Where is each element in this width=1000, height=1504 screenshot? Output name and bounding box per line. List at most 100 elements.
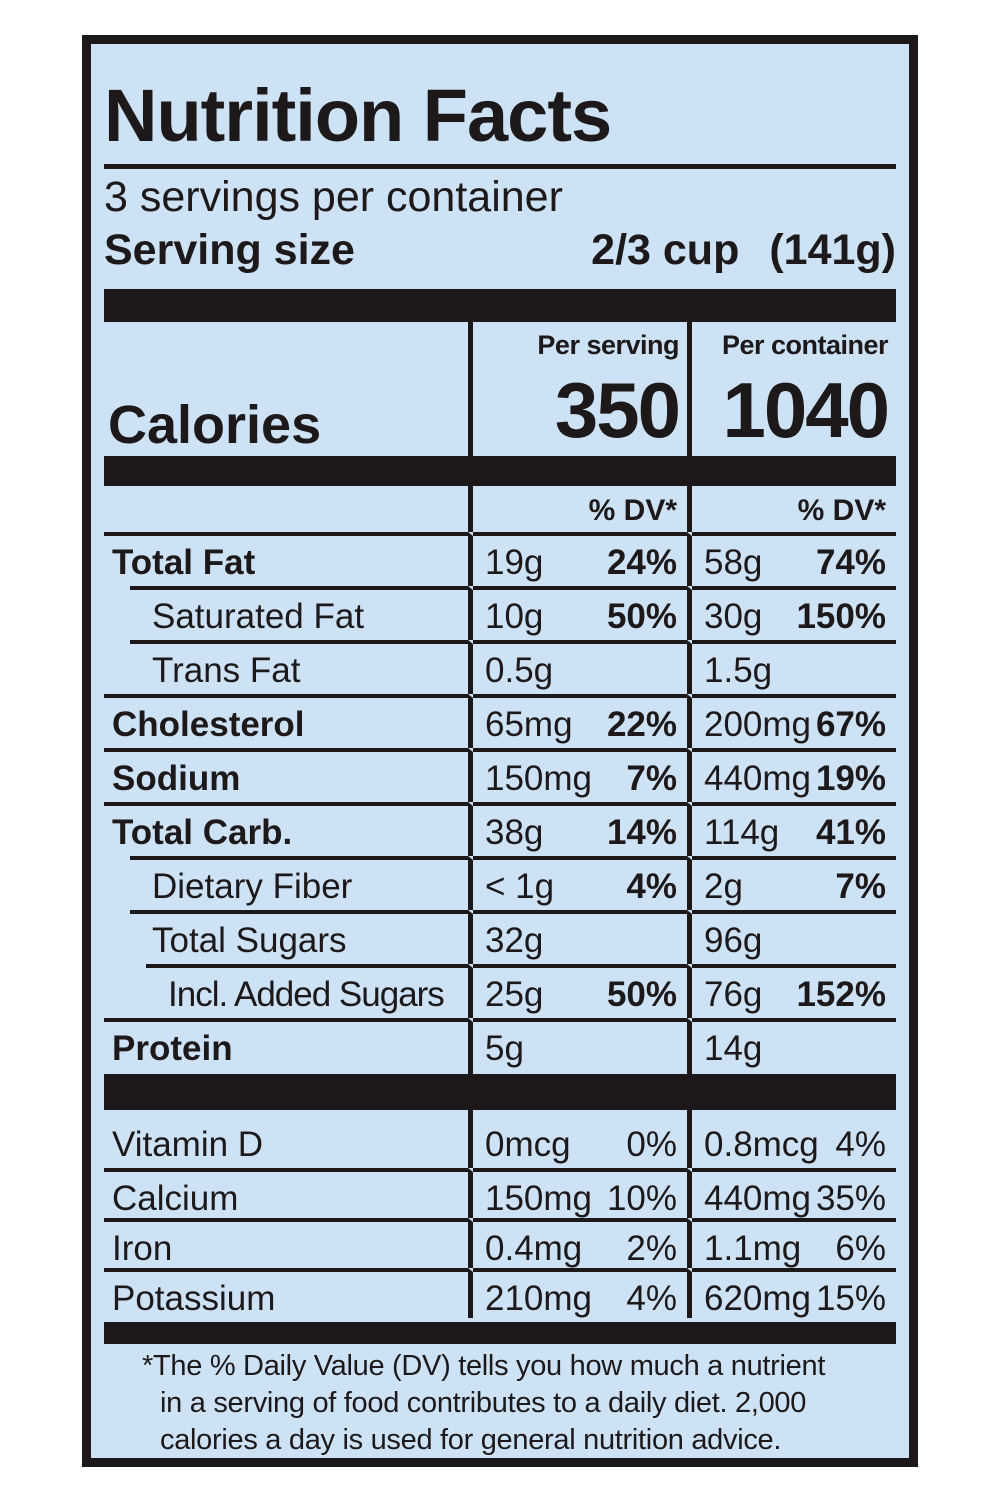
dv-header-spacer <box>104 492 468 532</box>
nutrient-name: Protein <box>104 1018 468 1072</box>
vitamin-serving-cell: 0mcg 0% <box>468 1118 687 1168</box>
serving-amount: 19g <box>485 543 544 582</box>
serving-size-weight: (141g) <box>769 226 896 274</box>
nutrient-name: Saturated Fat <box>104 586 468 640</box>
nutrient-name: Cholesterol <box>104 694 468 748</box>
nutrient-name: Total Sugars <box>104 910 468 964</box>
serving-amount: 32g <box>485 921 544 960</box>
serving-amount: 150mg <box>485 1179 593 1218</box>
nutrient-serving-cell: 25g 50% <box>468 964 687 1018</box>
title-divider <box>104 164 896 169</box>
nutrient-container-cell: 14g <box>687 1018 896 1072</box>
nutrient-serving-cell: 10g 50% <box>468 586 687 640</box>
serving-amount: 10g <box>485 597 544 636</box>
serving-dv: 2% <box>626 1229 677 1268</box>
serving-dv: 10% <box>606 1179 677 1218</box>
container-dv: 19% <box>815 759 886 798</box>
nutrition-table: Per serving Per container Calories 350 1… <box>104 322 896 1318</box>
vitamin-serving-cell: 210mg 4% <box>468 1268 687 1318</box>
dv-footnote: *The % Daily Value (DV) tells you how mu… <box>104 1348 896 1458</box>
nutrient-serving-cell: 150mg 7% <box>468 748 687 802</box>
vitamin-name: Vitamin D <box>112 1125 264 1164</box>
calories-separator-cell <box>687 454 896 492</box>
vitamin-container-cell: 1.1mg 6% <box>687 1218 896 1268</box>
container-dv: 35% <box>815 1179 886 1218</box>
serving-size-row: Serving size 2/3 cup (141g) <box>104 223 896 277</box>
serving-dv: 4% <box>626 867 677 906</box>
serving-amount: 38g <box>485 813 544 852</box>
nutrient-container-cell: 58g 74% <box>687 532 896 586</box>
calories-separator-cell <box>468 454 687 492</box>
container-dv: 41% <box>815 813 886 852</box>
serving-amount: 210mg <box>485 1279 593 1318</box>
container-amount: 2g <box>704 867 743 906</box>
calories-separator-bar <box>104 456 468 486</box>
vitamin-name: Iron <box>104 1218 468 1268</box>
serving-amount: 0.5g <box>485 651 554 690</box>
serving-amount: 25g <box>485 975 544 1014</box>
nutrient-name: Total Fat <box>104 532 468 586</box>
vitamin-name: Calcium <box>104 1168 468 1218</box>
per-container-header: Per container <box>687 322 896 366</box>
column-header-spacer <box>104 322 468 366</box>
calories-separator-cell <box>104 454 468 492</box>
container-dv: 152% <box>796 975 886 1014</box>
label-title: Nutrition Facts <box>104 74 612 157</box>
nutrient-container-cell: 76g 152% <box>687 964 896 1018</box>
nutrient-container-cell: 440mg 19% <box>687 748 896 802</box>
serving-amount: 0.4mg <box>485 1229 583 1268</box>
nutrient-serving-cell: 65mg 22% <box>468 694 687 748</box>
container-amount: 200mg <box>704 705 812 744</box>
serving-size-value: 2/3 cup (141g) <box>591 223 896 277</box>
vitamin-name: Potassium <box>104 1268 468 1318</box>
footnote-line: in a serving of food contributes to a da… <box>160 1387 807 1419</box>
nutrient-name: Total Carb. <box>104 802 468 856</box>
footnote-separator-bar <box>104 1322 896 1344</box>
serving-dv: 0% <box>626 1125 677 1164</box>
container-dv: 67% <box>815 705 886 744</box>
nutrition-facts-label: Nutrition Facts 3 servings per container… <box>82 35 918 1467</box>
vitamins-separator-cell <box>104 1072 468 1118</box>
container-amount: 96g <box>704 921 763 960</box>
vitamin-serving-cell: 0.4mg 2% <box>468 1218 687 1268</box>
serving-dv: 4% <box>626 1279 677 1318</box>
vitamin-container-cell: 620mg 15% <box>687 1268 896 1318</box>
vitamin-container-cell: 0.8mcg 4% <box>687 1118 896 1168</box>
nutrient-serving-cell: < 1g 4% <box>468 856 687 910</box>
nutrient-serving-cell: 0.5g <box>468 640 687 694</box>
container-amount: 620mg <box>704 1279 812 1318</box>
calories-per-container: 1040 <box>687 366 896 454</box>
nutrient-name: Dietary Fiber <box>104 856 468 910</box>
container-amount: 440mg <box>704 759 812 798</box>
container-amount: 1.1mg <box>704 1229 802 1268</box>
nutrient-serving-cell: 19g 24% <box>468 532 687 586</box>
calories-label: Calories <box>108 395 322 455</box>
container-dv: 150% <box>796 597 886 636</box>
serving-dv: 14% <box>606 813 677 852</box>
footnote-line: calories a day is used for general nutri… <box>160 1424 782 1456</box>
vitamins-separator-cell <box>687 1072 896 1118</box>
nutrient-container-cell: 2g 7% <box>687 856 896 910</box>
container-amount: 30g <box>704 597 763 636</box>
serving-dv: 22% <box>606 705 677 744</box>
nutrient-container-cell: 1.5g <box>687 640 896 694</box>
footnote-line: *The % Daily Value (DV) tells you how mu… <box>142 1350 826 1382</box>
serving-dv: 7% <box>626 759 677 798</box>
header-separator-bar <box>104 289 896 322</box>
serving-amount: 0mcg <box>485 1125 571 1164</box>
container-amount: 58g <box>704 543 763 582</box>
serving-dv: 50% <box>606 975 677 1014</box>
calories-separator-bar <box>473 456 687 486</box>
serving-amount: 65mg <box>485 705 573 744</box>
container-dv: 7% <box>835 867 886 906</box>
container-dv: 15% <box>815 1279 886 1318</box>
nutrient-name: Sodium <box>104 748 468 802</box>
nutrient-serving-cell: 5g <box>468 1018 687 1072</box>
nutrient-container-cell: 200mg 67% <box>687 694 896 748</box>
vitamins-separator-bar <box>692 1074 896 1110</box>
vitamins-separator-cell <box>468 1072 687 1118</box>
serving-amount: 5g <box>485 1029 524 1068</box>
nutrient-name: Incl. Added Sugars <box>104 964 468 1018</box>
nutrient-serving-cell: 38g 14% <box>468 802 687 856</box>
serving-size-label: Serving size <box>104 226 355 274</box>
